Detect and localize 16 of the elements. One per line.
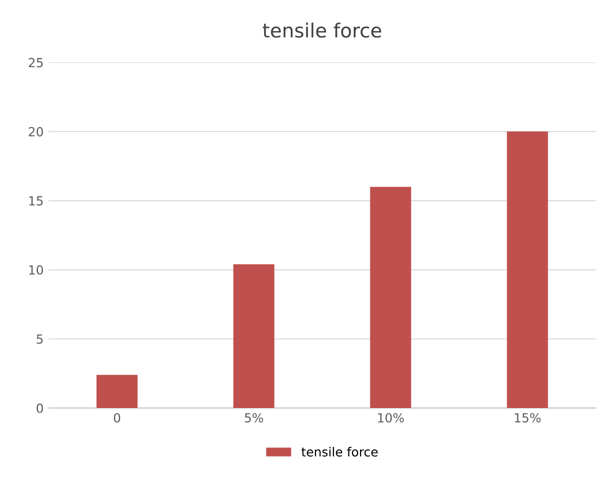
legend-label: tensile force — [302, 446, 378, 457]
x-tick-label: 5% — [244, 413, 264, 423]
bar — [370, 186, 412, 408]
bar — [233, 264, 274, 408]
y-tick-label: 15 — [29, 196, 43, 206]
x-tick-label: 10% — [378, 413, 404, 423]
x-tick-label: 0 — [114, 413, 120, 423]
bar — [96, 374, 138, 408]
y-tick-label: 20 — [28, 126, 43, 136]
chart-title: tensile force — [262, 22, 382, 38]
y-tick-label: 5 — [36, 334, 43, 344]
y-tick-label: 10 — [29, 265, 43, 275]
y-tick-label: 25 — [28, 58, 43, 68]
x-tick-label: 15% — [514, 413, 541, 423]
bar — [506, 132, 548, 408]
y-tick-label: 0 — [36, 403, 43, 413]
